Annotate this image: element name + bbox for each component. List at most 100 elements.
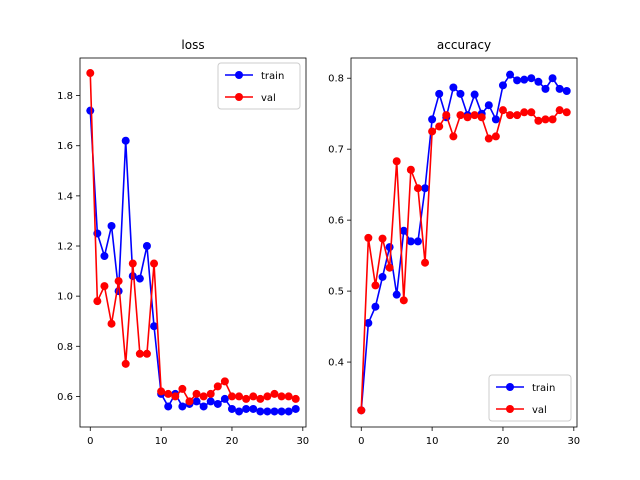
data-point bbox=[93, 297, 102, 306]
data-point bbox=[385, 243, 394, 252]
data-point bbox=[527, 74, 536, 83]
data-point bbox=[421, 258, 430, 267]
data-point bbox=[534, 77, 543, 86]
x-tick-label: 10 bbox=[155, 436, 168, 447]
data-point bbox=[470, 90, 479, 99]
data-point bbox=[171, 392, 180, 401]
y-tick-label: 0.6 bbox=[328, 216, 344, 227]
data-point bbox=[555, 84, 564, 93]
data-point bbox=[86, 69, 95, 78]
data-point bbox=[392, 290, 401, 299]
x-tick-label: 10 bbox=[426, 436, 439, 447]
data-point bbox=[520, 75, 529, 84]
x-tick-label: 20 bbox=[497, 436, 510, 447]
data-point bbox=[199, 392, 208, 401]
data-point bbox=[548, 115, 557, 124]
data-point bbox=[206, 397, 215, 406]
data-point bbox=[435, 89, 444, 98]
data-point bbox=[456, 111, 465, 120]
data-point bbox=[491, 132, 500, 141]
data-point bbox=[185, 397, 194, 406]
data-point bbox=[456, 89, 465, 98]
legend-label-train: train bbox=[261, 71, 284, 82]
data-point bbox=[399, 226, 408, 235]
y-tick-label: 0.4 bbox=[328, 358, 344, 369]
y-tick-label: 1.2 bbox=[57, 242, 73, 253]
y-tick-label: 0.8 bbox=[57, 342, 73, 353]
chart-title: loss bbox=[181, 38, 204, 52]
data-point bbox=[270, 389, 279, 398]
data-point bbox=[249, 404, 258, 413]
data-point bbox=[498, 81, 507, 90]
data-point bbox=[406, 165, 415, 174]
data-point bbox=[470, 111, 479, 120]
y-tick-label: 0.6 bbox=[57, 392, 73, 403]
data-point bbox=[100, 252, 109, 261]
data-point bbox=[371, 281, 380, 290]
data-point bbox=[534, 116, 543, 125]
x-tick-label: 30 bbox=[296, 436, 309, 447]
data-point bbox=[527, 108, 536, 117]
legend-marker-train bbox=[506, 383, 514, 391]
data-point bbox=[449, 83, 458, 92]
legend-marker-val bbox=[235, 93, 243, 101]
data-point bbox=[220, 377, 229, 386]
data-point bbox=[178, 402, 187, 411]
data-point bbox=[428, 127, 437, 136]
data-point bbox=[562, 108, 571, 117]
y-tick-label: 0.5 bbox=[328, 287, 344, 298]
x-tick-label: 0 bbox=[358, 436, 364, 447]
data-point bbox=[114, 277, 123, 286]
data-point bbox=[263, 407, 272, 416]
x-tick-label: 20 bbox=[226, 436, 239, 447]
data-point bbox=[157, 387, 166, 396]
data-point bbox=[477, 113, 486, 122]
data-point bbox=[150, 322, 159, 331]
data-point bbox=[385, 263, 394, 272]
data-point bbox=[164, 402, 173, 411]
legend-label-val: val bbox=[261, 93, 276, 104]
x-tick-label: 30 bbox=[567, 436, 580, 447]
data-point bbox=[548, 74, 557, 83]
data-point bbox=[128, 272, 137, 281]
data-point bbox=[520, 108, 529, 117]
y-tick-label: 1.8 bbox=[57, 91, 73, 102]
data-point bbox=[235, 407, 244, 416]
data-point bbox=[256, 407, 265, 416]
data-point bbox=[135, 349, 144, 358]
data-point bbox=[413, 237, 422, 246]
data-point bbox=[206, 389, 215, 398]
legend-marker-train bbox=[235, 71, 243, 79]
data-point bbox=[164, 389, 173, 398]
data-point bbox=[291, 404, 300, 413]
data-point bbox=[235, 392, 244, 401]
data-point bbox=[428, 115, 437, 124]
data-point bbox=[277, 392, 286, 401]
data-point bbox=[491, 115, 500, 124]
data-point bbox=[107, 221, 116, 230]
data-point bbox=[86, 106, 95, 115]
data-point bbox=[484, 101, 493, 110]
data-point bbox=[199, 402, 208, 411]
y-tick-label: 1.4 bbox=[57, 191, 73, 202]
data-point bbox=[192, 397, 201, 406]
data-point bbox=[562, 86, 571, 95]
legend-marker-val bbox=[506, 405, 514, 413]
data-point bbox=[371, 302, 380, 311]
data-point bbox=[357, 406, 366, 415]
data-point bbox=[413, 184, 422, 193]
data-point bbox=[142, 242, 151, 251]
legend-box bbox=[217, 62, 301, 110]
data-point bbox=[506, 111, 515, 120]
data-point bbox=[121, 359, 130, 368]
data-point bbox=[284, 392, 293, 401]
data-point bbox=[121, 136, 130, 145]
data-point bbox=[128, 259, 137, 268]
data-point bbox=[506, 70, 515, 79]
data-point bbox=[150, 259, 159, 268]
chart-panel-0: loss 0 10 20 30 0.6 0.8 1.0 1.2 1.4 1.6 1.8 train val bbox=[57, 38, 309, 447]
data-point bbox=[399, 296, 408, 305]
series-val bbox=[86, 69, 300, 406]
data-point bbox=[364, 233, 373, 242]
